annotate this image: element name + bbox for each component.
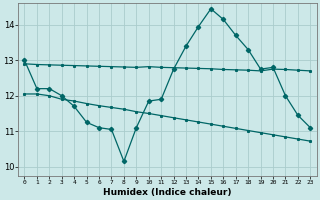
X-axis label: Humidex (Indice chaleur): Humidex (Indice chaleur) <box>103 188 232 197</box>
